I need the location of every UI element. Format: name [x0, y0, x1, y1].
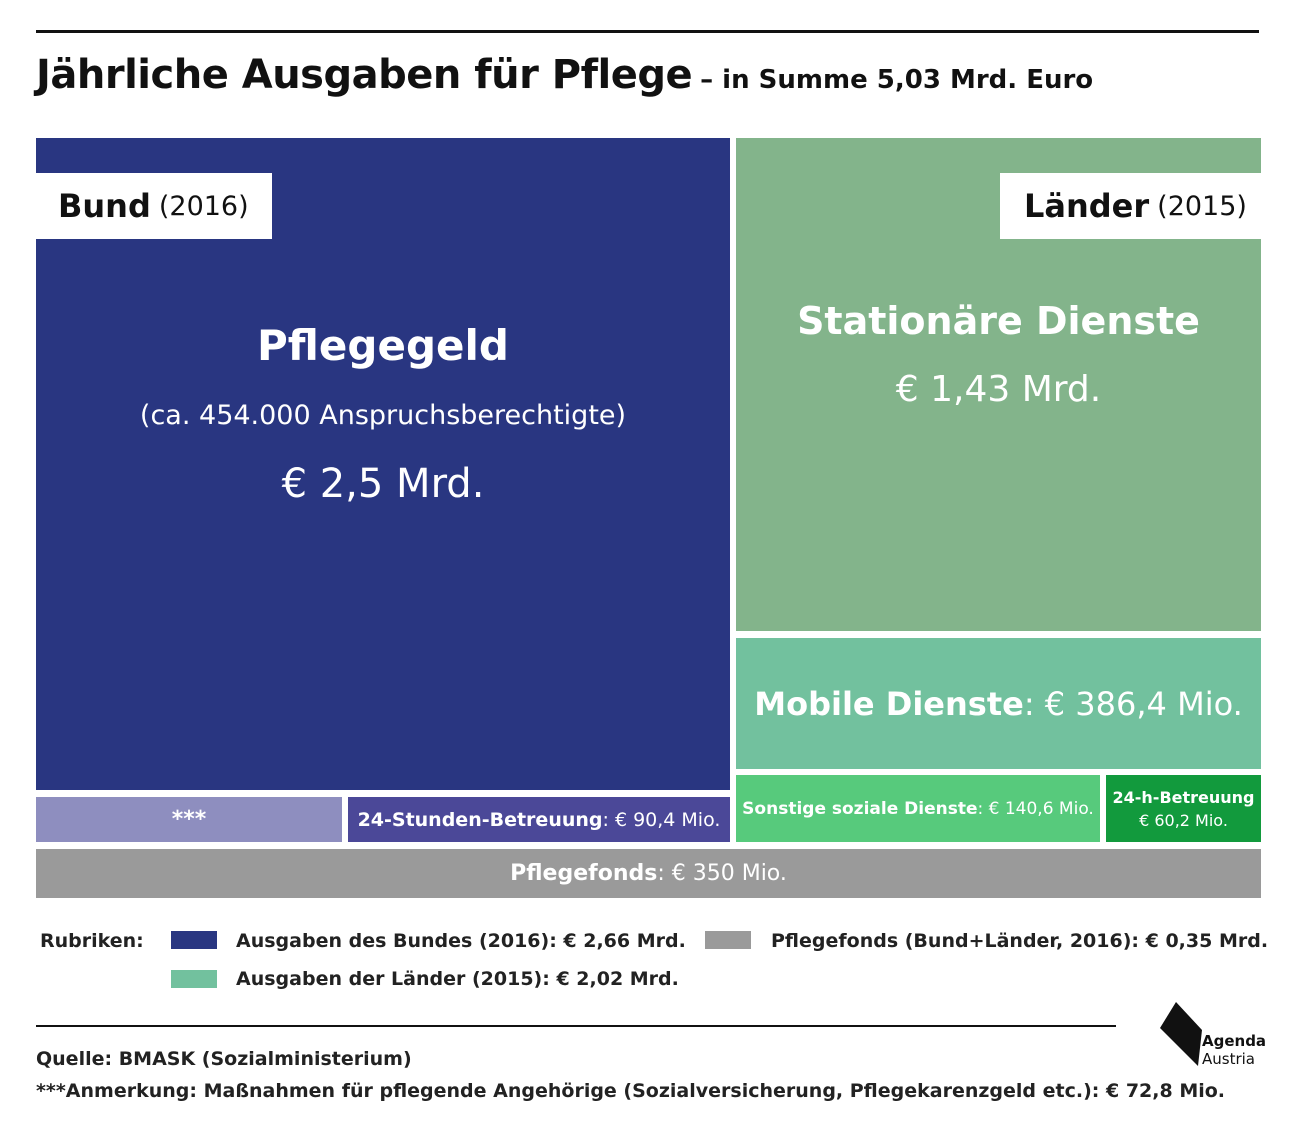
- tile-value-mobile: : € 386,4 Mio.: [1023, 684, 1243, 723]
- group-name-laender: Länder: [1024, 187, 1150, 225]
- group-tag-laender: Länder (2015): [1000, 173, 1261, 239]
- tile-value-stationaere: € 1,43 Mrd.: [895, 369, 1102, 410]
- tile-24-stunden-betreuung: 24-Stunden-Betreuung: € 90,4 Mio.: [348, 797, 730, 842]
- legend-swatch-pflegefonds: [705, 931, 751, 949]
- group-tag-bund: Bund (2016): [36, 173, 272, 239]
- tile-note-pflegegeld: (ca. 454.000 Anspruchsberechtigte): [139, 400, 627, 431]
- tile-pflegegeld: Pflegegeld (ca. 454.000 Anspruchsberecht…: [36, 138, 730, 790]
- legend-label-pflegefonds: Pflegefonds (Bund+Länder, 2016): € 0,35 …: [771, 930, 1269, 952]
- legend-label-laender: Ausgaben der Länder (2015): € 2,02 Mrd.: [236, 968, 679, 990]
- group-year-laender: (2015): [1157, 190, 1247, 222]
- tile-stationaere-dienste: Stationäre Dienste € 1,43 Mrd.: [736, 138, 1261, 631]
- logo-text-agenda: Agenda: [1202, 1032, 1267, 1050]
- annotation-text: ***Anmerkung: Maßnahmen für pflegende An…: [36, 1080, 1226, 1102]
- group-year-bund: (2016): [158, 190, 249, 222]
- source-text: Quelle: BMASK (Sozialministerium): [36, 1048, 412, 1070]
- chart-title-block: Jährliche Ausgaben für Pflege – in Summe …: [36, 52, 1093, 98]
- tile-label-24h: 24-h-Betreuung: [1112, 787, 1255, 807]
- tile-value-pflegefonds: : € 350 Mio.: [657, 861, 787, 886]
- tile-sonstige-soziale-dienste: Sonstige soziale Dienste: € 140,6 Mio.: [736, 775, 1100, 842]
- logo-text-austria: Austria: [1202, 1050, 1255, 1068]
- tile-label-stationaere: Stationäre Dienste: [797, 299, 1200, 343]
- tile-label-24-stunden: 24-Stunden-Betreuung: [357, 808, 603, 831]
- tile-24h-betreuung: 24-h-Betreuung € 60,2 Mio.: [1106, 775, 1261, 842]
- tile-label-pflegegeld: Pflegegeld: [257, 321, 509, 370]
- tile-label-angehoerige: ***: [171, 807, 207, 832]
- group-name-bund: Bund: [58, 187, 151, 225]
- legend-swatch-laender: [171, 970, 217, 988]
- tile-label-sonstige: Sonstige soziale Dienste: [742, 798, 978, 819]
- tile-angehoerige: ***: [36, 797, 342, 842]
- top-rule: [36, 30, 1259, 33]
- tile-value-pflegegeld: € 2,5 Mrd.: [281, 461, 485, 507]
- tile-label-pflegefonds: Pflegefonds: [510, 861, 658, 886]
- tile-value-24-stunden: : € 90,4 Mio.: [602, 808, 721, 831]
- tile-label-mobile: Mobile Dienste: [754, 684, 1024, 723]
- legend-heading: Rubriken:: [40, 930, 144, 952]
- legend-swatch-bund: [171, 931, 217, 949]
- tile-value-sonstige: : € 140,6 Mio.: [977, 798, 1094, 819]
- tile-mobile-dienste: Mobile Dienste: € 386,4 Mio.: [736, 638, 1261, 769]
- tile-value-24h: € 60,2 Mio.: [1139, 810, 1228, 830]
- legend-label-bund: Ausgaben des Bundes (2016): € 2,66 Mrd.: [236, 930, 686, 952]
- chart-subtitle: – in Summe 5,03 Mrd. Euro: [700, 65, 1094, 95]
- chart-title: Jährliche Ausgaben für Pflege: [36, 52, 693, 98]
- agenda-austria-logo: Agenda Austria: [1158, 1000, 1268, 1070]
- tile-pflegefonds: Pflegefonds: € 350 Mio.: [36, 849, 1261, 898]
- footer-rule: [36, 1025, 1116, 1027]
- logo-mark-icon: [1160, 1002, 1202, 1066]
